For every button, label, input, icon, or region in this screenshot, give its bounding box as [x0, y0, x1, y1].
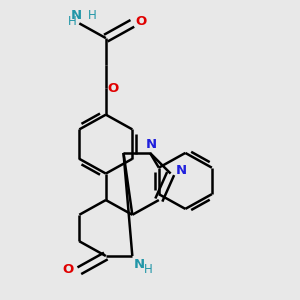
Text: O: O	[107, 82, 118, 95]
Text: N: N	[176, 164, 187, 177]
Text: H: H	[143, 263, 152, 276]
Text: H: H	[68, 15, 76, 28]
Text: N: N	[134, 258, 145, 271]
Text: O: O	[135, 14, 146, 28]
Text: O: O	[62, 263, 74, 276]
Text: N: N	[71, 9, 82, 22]
Text: N: N	[146, 138, 157, 151]
Text: H: H	[88, 9, 97, 22]
